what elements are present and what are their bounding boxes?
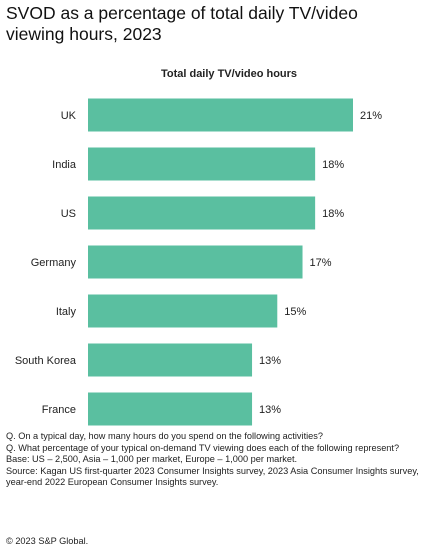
bar-south-korea	[88, 343, 253, 377]
bar-india	[88, 147, 316, 181]
data-label: 17%	[310, 257, 332, 269]
bar-us	[88, 196, 316, 230]
category-label: UK	[61, 110, 77, 122]
chart-subtitle: Total daily TV/video hours	[160, 68, 298, 80]
category-label: Germany	[31, 257, 77, 269]
note-question-1: Q. On a typical day, how many hours do y…	[6, 431, 323, 441]
bar-france	[88, 392, 253, 426]
data-label: 18%	[322, 159, 344, 171]
note-source: Source: Kagan US first-quarter 2023 Cons…	[6, 465, 419, 488]
category-label: US	[61, 208, 76, 220]
category-label: Italy	[56, 306, 77, 318]
chart-notes: Q. On a typical day, how many hours do y…	[6, 431, 420, 489]
category-label: India	[52, 159, 77, 171]
category-label: South Korea	[15, 355, 77, 367]
copyright: © 2023 S&P Global.	[6, 536, 89, 546]
category-label: France	[42, 404, 76, 416]
chart-title: SVOD as a percentage of total daily TV/v…	[6, 3, 358, 44]
bar-germany	[88, 245, 303, 279]
data-label: 13%	[259, 355, 281, 367]
note-question-2: Q. What percentage of your typical on-de…	[6, 442, 400, 453]
bar-uk	[88, 98, 353, 132]
bar-italy	[88, 294, 278, 328]
bar-chart: UK 21% India 18% US 18% Germany 17% Italy 15% Sout…	[15, 98, 382, 426]
data-label: 18%	[322, 208, 344, 220]
data-label: 21%	[360, 110, 382, 122]
data-label: 13%	[259, 404, 281, 416]
note-base: Base: US – 2,500, Asia – 1,000 per marke…	[6, 454, 298, 465]
data-label: 15%	[284, 306, 306, 318]
